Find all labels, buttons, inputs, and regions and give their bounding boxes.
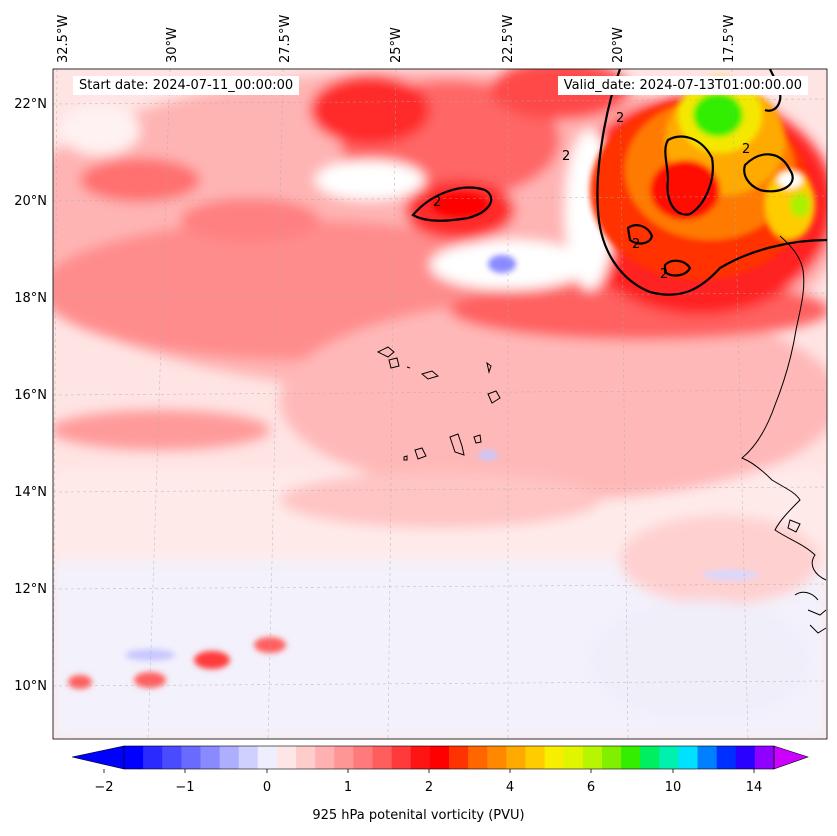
- lon-label: 22.5°W: [501, 15, 516, 63]
- cbar-tick-label: 1: [344, 780, 352, 795]
- colorbar-segment: [640, 746, 660, 769]
- contour-label: 2: [632, 237, 640, 252]
- colorbar-segment: [296, 746, 316, 769]
- colorbar-segment: [162, 746, 182, 769]
- gridlines: [53, 69, 827, 739]
- colorbar-frame: [123, 745, 775, 770]
- cbar-tick-label: 0: [263, 780, 271, 795]
- cbar-tick-label: 4: [506, 780, 514, 795]
- latitude-labels: 22°N 20°N 18°N 16°N 14°N 12°N 10°N: [14, 97, 47, 694]
- colorbar-segment: [257, 746, 278, 769]
- colorbar-segment: [697, 746, 718, 769]
- pv-field-detail: [68, 77, 815, 689]
- colorbar-segment: [563, 746, 584, 769]
- colorbar-segment: [276, 746, 297, 769]
- contour-labels: 2 2 2 2 2 2: [433, 111, 750, 282]
- lat-label: 14°N: [14, 485, 47, 500]
- coastlines: [376, 235, 827, 634]
- colorbar-segment: [544, 746, 565, 769]
- contour-label: 2: [616, 111, 624, 126]
- cbar-tick-label: 2: [425, 780, 433, 795]
- valid-date-label: Valid_date: 2024-07-13T01:00:00.00: [557, 76, 808, 95]
- lat-label: 22°N: [14, 97, 47, 112]
- colorbar-segment: [601, 746, 622, 769]
- colorbar-segment: [200, 746, 220, 769]
- colorbar-segment: [449, 746, 469, 769]
- lon-label: 32.5°W: [56, 15, 71, 63]
- colorbar-segment: [659, 746, 679, 769]
- colorbar-title: 925 hPa potenital vorticity (PVU): [312, 808, 525, 823]
- contour-label: 2: [562, 149, 570, 164]
- contour-label: 2: [742, 142, 750, 157]
- contour-label: 2: [660, 267, 668, 282]
- colorbar-segment: [353, 746, 373, 769]
- colorbar-segment: [506, 746, 526, 769]
- colorbar-segment: [391, 746, 412, 769]
- lat-label: 12°N: [14, 582, 47, 597]
- colorbar-segment: [181, 746, 201, 769]
- lon-label: 27.5°W: [278, 15, 293, 63]
- cbar-tick-label: −1: [175, 780, 194, 795]
- cabo-verde-islands: [376, 346, 501, 461]
- colorbar-segment: [410, 746, 431, 769]
- colorbar-segment: [678, 746, 698, 769]
- colorbar-extend-max: [773, 745, 809, 770]
- start-date-label: Start date: 2024-07-11_00:00:00: [73, 76, 300, 95]
- lat-label: 10°N: [14, 679, 47, 694]
- cbar-tick-label: 10: [665, 780, 682, 795]
- lat-label: 16°N: [14, 388, 47, 403]
- colorbar-segment: [582, 746, 603, 769]
- colorbar-segment: [621, 746, 641, 769]
- longitude-labels: 32.5°W 30°W 27.5°W 25°W 22.5°W 20°W 17.5…: [56, 15, 737, 63]
- lat-label: 18°N: [14, 291, 47, 306]
- colorbar-segment: [487, 746, 507, 769]
- map-frame: [52, 68, 828, 740]
- map-panel: 2 2 2 2 2 2: [53, 69, 827, 739]
- colorbar-segment: [735, 746, 756, 769]
- colorbar-segment: [429, 746, 450, 769]
- cbar-tick-label: 6: [587, 780, 595, 795]
- lon-label: 17.5°W: [722, 15, 737, 63]
- lat-label: 20°N: [14, 194, 47, 209]
- cbar-tick-label: −2: [94, 780, 113, 795]
- colorbar-extend-min: [71, 745, 125, 770]
- colorbar-segment: [238, 746, 259, 769]
- colorbar-segment: [372, 746, 393, 769]
- colorbar-segments: [124, 746, 775, 769]
- colorbar-ticks: [103, 769, 755, 773]
- lon-label: 25°W: [389, 27, 404, 63]
- cbar-tick-label: 14: [746, 780, 763, 795]
- colorbar-segment: [525, 746, 545, 769]
- lon-label: 30°W: [165, 27, 180, 63]
- colorbar-segment: [334, 746, 354, 769]
- colorbar-segment: [716, 746, 737, 769]
- colorbar-segment: [468, 746, 488, 769]
- lon-label: 20°W: [611, 27, 626, 63]
- contour-label: 2: [433, 195, 441, 210]
- colorbar-segment: [754, 746, 775, 769]
- africa-coast: [741, 235, 827, 581]
- colorbar-segment: [219, 746, 240, 769]
- colorbar-tick-labels: −2 −1 0 1 2 4 6 10 14: [94, 780, 762, 795]
- colorbar-segment: [315, 746, 335, 769]
- colorbar: −2 −1 0 1 2 4 6 10 14: [71, 745, 809, 795]
- colorbar-segment: [143, 746, 163, 769]
- colorbar-segment: [124, 746, 144, 769]
